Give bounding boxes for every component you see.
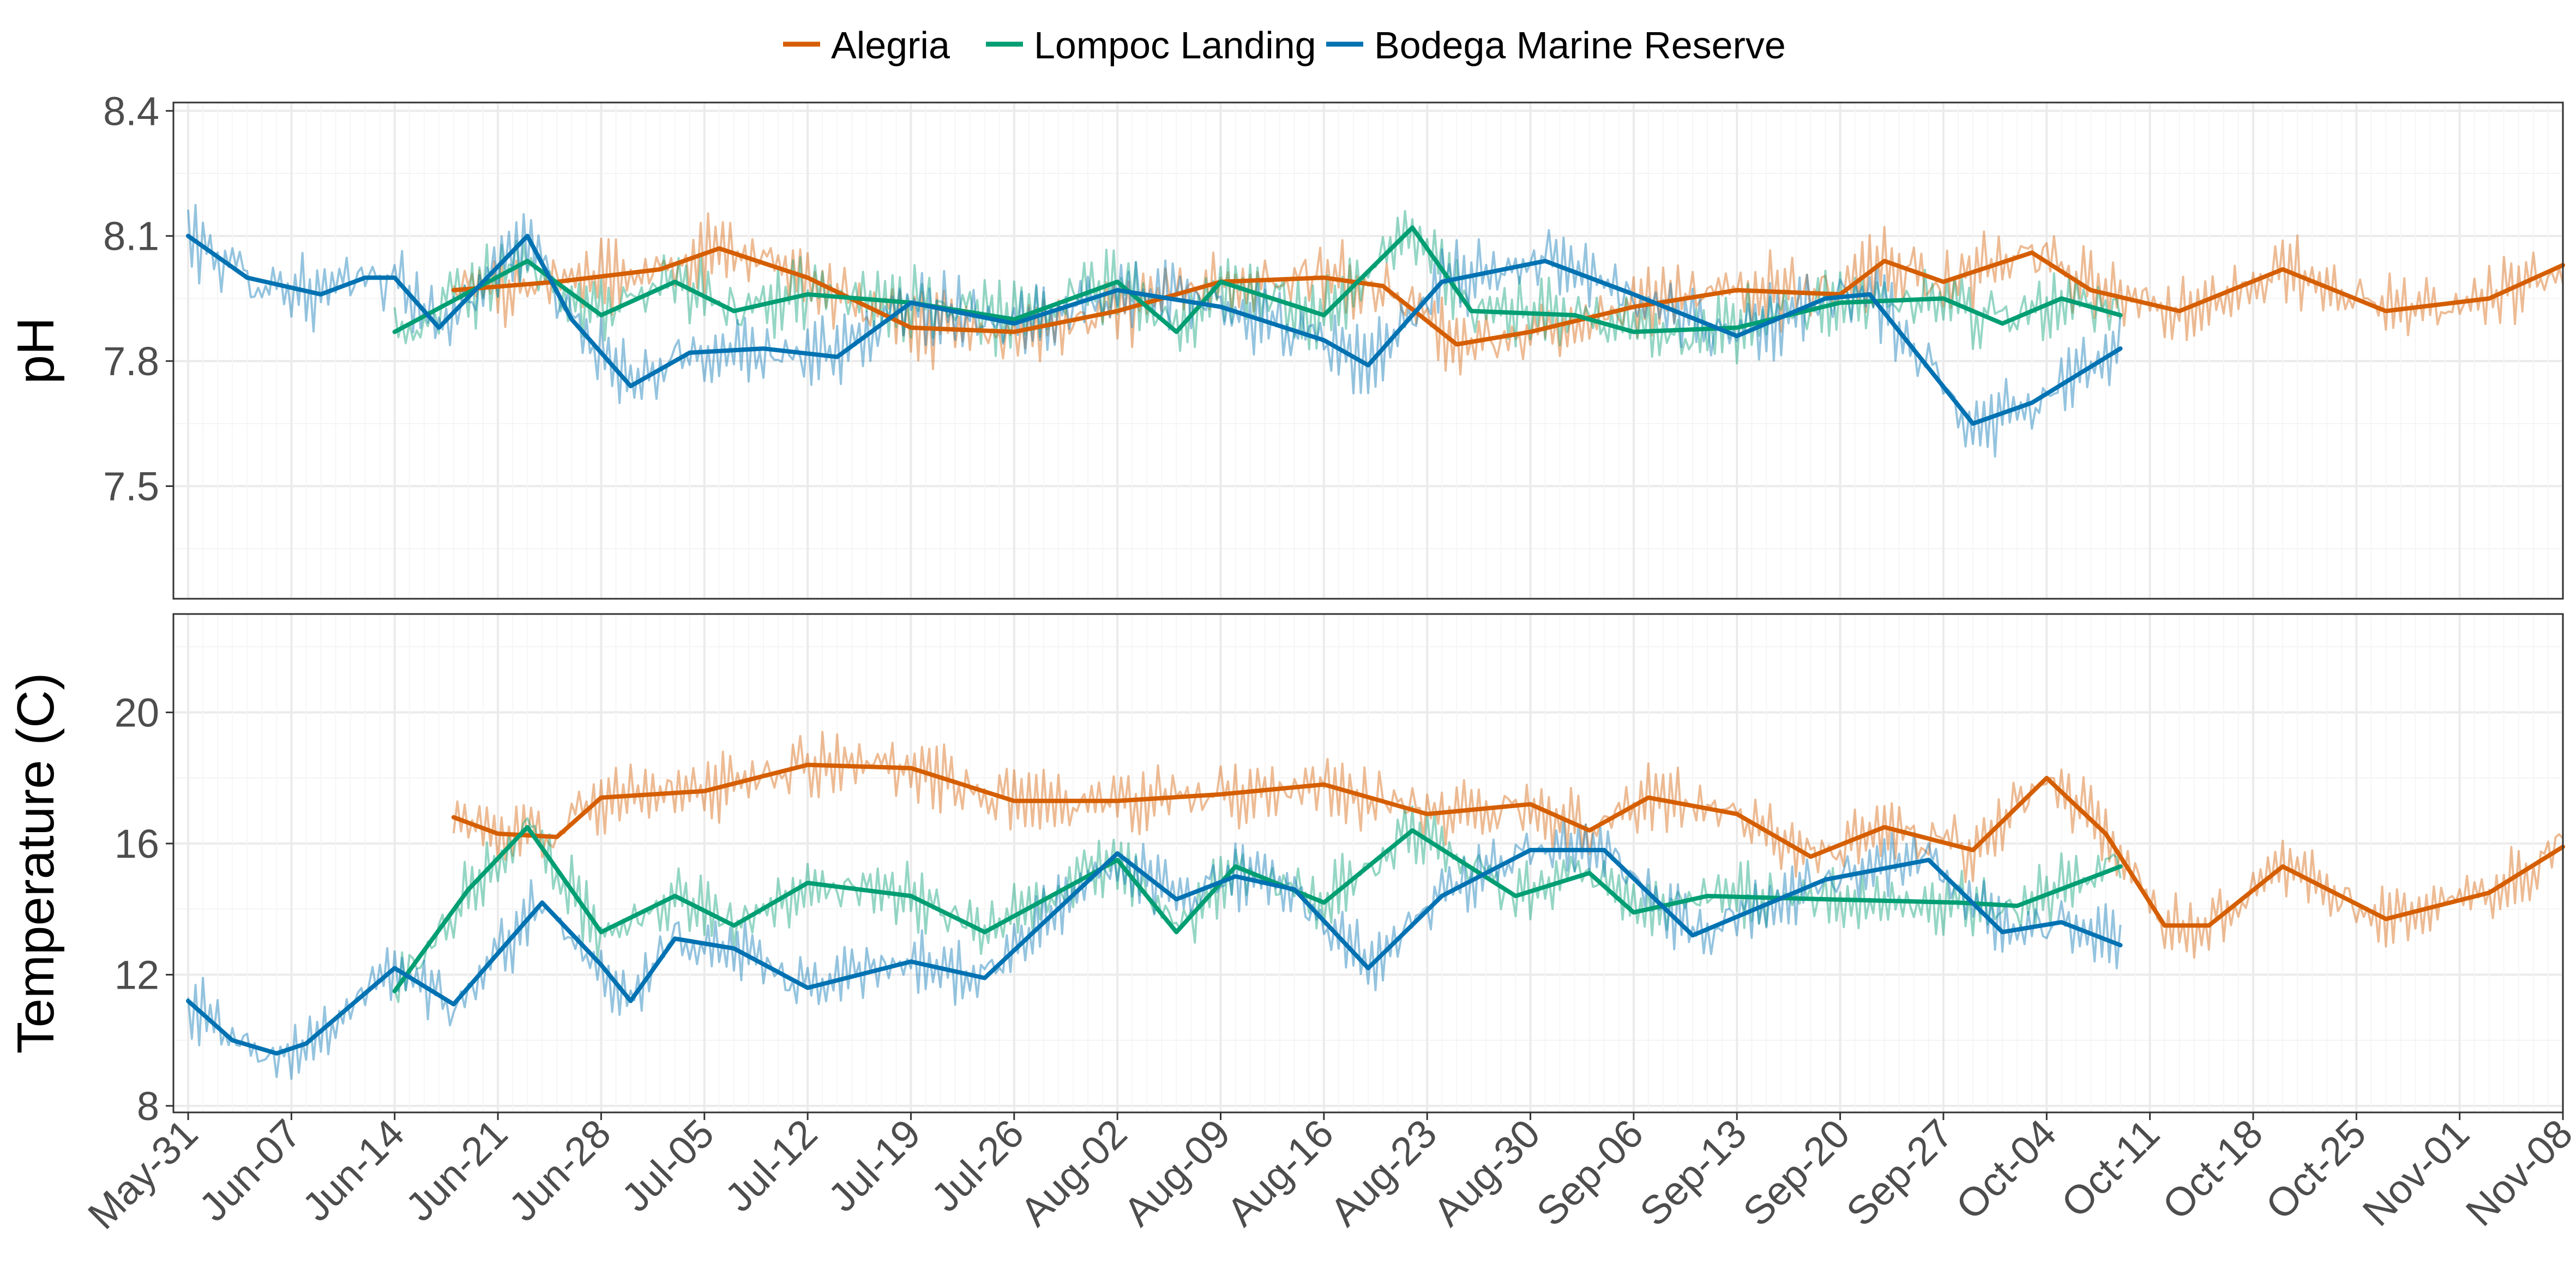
x-tick-label: Oct-18 bbox=[2154, 1111, 2272, 1229]
x-tick-label: May-31 bbox=[79, 1111, 206, 1238]
x-tick-label: Nov-01 bbox=[2354, 1111, 2478, 1235]
y-tick-label: 12 bbox=[115, 952, 159, 997]
smooth-line-bodega-marine-reserve bbox=[186, 233, 2123, 426]
y-tick-label: 16 bbox=[115, 821, 159, 866]
smooth-lines bbox=[186, 225, 2565, 426]
smooth-line-lompoc-landing bbox=[392, 225, 2123, 334]
x-tick-label: Aug-23 bbox=[1321, 1111, 1445, 1235]
x-tick-label: Oct-25 bbox=[2257, 1111, 2375, 1229]
temperature-panel-border bbox=[172, 613, 2564, 1114]
ph-panel-series bbox=[186, 204, 2565, 458]
ph-axis-title: pH bbox=[7, 317, 65, 384]
legend-label-0: Alegria bbox=[831, 24, 950, 67]
x-tick-label: Jul-19 bbox=[820, 1111, 929, 1220]
x-tick-label: Jun-28 bbox=[500, 1111, 619, 1230]
legend-label-2: Bodega Marine Reserve bbox=[1374, 24, 1786, 67]
x-tick-label: Aug-02 bbox=[1012, 1111, 1135, 1235]
x-tick-label: Nov-08 bbox=[2457, 1111, 2576, 1235]
x-tick-label: Sep-13 bbox=[1631, 1111, 1755, 1235]
x-tick-label: Oct-11 bbox=[2053, 1111, 2168, 1226]
ph-panel: 7.5 7.8 8.1 8.4 pH bbox=[7, 88, 2565, 600]
temperature-panel-series bbox=[186, 731, 2565, 1080]
y-tick-label: 8 bbox=[137, 1084, 159, 1129]
raw-trace-lompoc-landing bbox=[393, 210, 2122, 365]
y-tick-label: 8.4 bbox=[103, 88, 159, 134]
legend-label-1: Lompoc Landing bbox=[1034, 24, 1316, 67]
smooth-line-alegria bbox=[451, 762, 2565, 928]
y-tick-label: 8.1 bbox=[103, 214, 159, 259]
smooth-line-alegria bbox=[451, 246, 2565, 347]
ph-panel-grid bbox=[173, 103, 2564, 599]
x-tick-label: Oct-04 bbox=[1947, 1111, 2065, 1229]
smooth-line-lompoc-landing bbox=[392, 824, 2123, 994]
temperature-axis-title: Temperature (C) bbox=[7, 673, 65, 1054]
temperature-panel: 8 12 16 20 Temperature (C) bbox=[7, 613, 2565, 1129]
x-tick-label: Aug-09 bbox=[1115, 1111, 1238, 1235]
x-tick-label: Aug-16 bbox=[1218, 1111, 1342, 1235]
smooth-line-bodega-marine-reserve bbox=[186, 847, 2123, 1056]
x-axis: May-31Jun-07Jun-14Jun-21Jun-28Jul-05Jul-… bbox=[79, 1111, 2576, 1238]
y-tick-label: 7.5 bbox=[103, 464, 159, 509]
temperature-y-ticks: 8 12 16 20 bbox=[115, 690, 173, 1129]
legend: Alegria Lompoc Landing Bodega Marine Reser… bbox=[783, 24, 1786, 67]
ph-panel-border bbox=[172, 101, 2564, 600]
y-tick-label: 20 bbox=[115, 690, 159, 735]
x-tick-label: Sep-20 bbox=[1734, 1111, 1858, 1235]
x-tick-label: Jun-07 bbox=[190, 1111, 310, 1230]
y-tick-label: 7.8 bbox=[103, 339, 159, 384]
x-tick-label: Jun-21 bbox=[397, 1111, 516, 1230]
x-tick-label: Jun-14 bbox=[293, 1111, 413, 1230]
raw-trace-alegria bbox=[453, 212, 2564, 376]
x-tick-label: Jul-05 bbox=[613, 1111, 723, 1220]
x-tick-label: Sep-06 bbox=[1528, 1111, 1652, 1235]
x-tick-label: Sep-27 bbox=[1838, 1111, 1961, 1235]
smooth-lines bbox=[186, 762, 2565, 1056]
temperature-panel-grid bbox=[173, 614, 2564, 1112]
x-tick-label: Jul-12 bbox=[716, 1111, 826, 1220]
ph-y-ticks: 7.5 7.8 8.1 8.4 bbox=[103, 88, 173, 509]
x-tick-label: Aug-30 bbox=[1424, 1111, 1548, 1235]
